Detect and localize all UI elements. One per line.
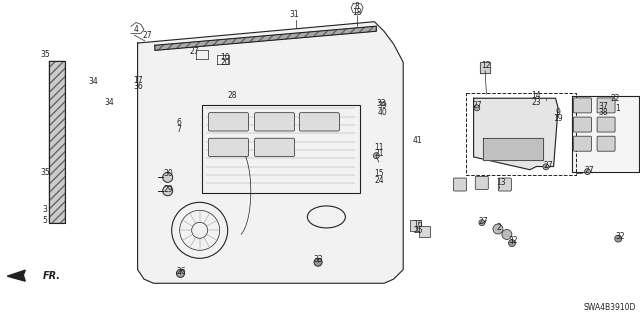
Polygon shape: [49, 61, 65, 223]
Text: 1: 1: [615, 104, 620, 113]
Text: 8: 8: [355, 2, 360, 11]
FancyBboxPatch shape: [597, 98, 615, 113]
Text: 9: 9: [556, 108, 561, 117]
Text: 41: 41: [412, 137, 422, 145]
FancyBboxPatch shape: [573, 98, 591, 113]
Text: 6: 6: [177, 118, 182, 127]
FancyBboxPatch shape: [454, 178, 467, 191]
Text: 38: 38: [598, 108, 608, 117]
FancyBboxPatch shape: [209, 138, 248, 157]
Text: 27: 27: [478, 217, 488, 226]
Text: 35: 35: [40, 50, 50, 59]
FancyBboxPatch shape: [573, 136, 591, 151]
Circle shape: [502, 229, 512, 240]
Text: 15: 15: [374, 169, 384, 178]
Text: 36: 36: [133, 82, 143, 91]
Polygon shape: [7, 270, 26, 281]
Circle shape: [615, 235, 621, 242]
Text: 14: 14: [531, 91, 541, 100]
Text: 11: 11: [374, 143, 383, 152]
Text: 18: 18: [353, 8, 362, 17]
Text: 33: 33: [313, 256, 323, 264]
Text: 27: 27: [584, 166, 595, 175]
Circle shape: [474, 105, 480, 111]
Text: 34: 34: [104, 98, 115, 107]
Text: 27: 27: [189, 47, 199, 56]
Text: 25: 25: [413, 226, 423, 235]
Circle shape: [509, 240, 515, 247]
Bar: [202, 105, 360, 193]
Polygon shape: [138, 22, 403, 283]
Text: 5: 5: [42, 216, 47, 225]
Circle shape: [493, 224, 503, 234]
Text: 34: 34: [88, 77, 99, 86]
Text: 32: 32: [508, 236, 518, 245]
Circle shape: [373, 153, 380, 159]
Text: 2: 2: [497, 223, 502, 232]
Circle shape: [163, 172, 173, 182]
Polygon shape: [480, 62, 490, 72]
Text: 4: 4: [133, 25, 138, 34]
FancyBboxPatch shape: [573, 117, 591, 132]
Text: 29: 29: [163, 185, 173, 194]
FancyBboxPatch shape: [300, 113, 339, 131]
FancyBboxPatch shape: [499, 178, 511, 191]
Text: 3: 3: [42, 205, 47, 214]
Text: 7: 7: [177, 125, 182, 134]
Text: 28: 28: [228, 91, 237, 100]
Text: 40: 40: [377, 108, 387, 117]
Text: 26: 26: [176, 267, 186, 276]
FancyBboxPatch shape: [209, 113, 248, 131]
Text: SWA4B3910D: SWA4B3910D: [584, 303, 636, 312]
Text: 13: 13: [496, 178, 506, 187]
Circle shape: [177, 269, 184, 278]
Text: 21: 21: [374, 149, 383, 158]
FancyBboxPatch shape: [255, 138, 294, 157]
Circle shape: [479, 220, 485, 226]
Polygon shape: [474, 98, 558, 170]
Text: FR.: FR.: [44, 271, 61, 281]
Text: 12: 12: [482, 61, 491, 70]
Text: 31: 31: [289, 10, 300, 19]
Text: 33: 33: [376, 99, 386, 108]
Text: 37: 37: [598, 102, 608, 111]
FancyBboxPatch shape: [597, 136, 615, 151]
Text: 27: 27: [142, 31, 152, 40]
Text: 17: 17: [133, 76, 143, 85]
Circle shape: [163, 186, 173, 196]
Text: 24: 24: [374, 176, 384, 185]
Circle shape: [543, 164, 549, 170]
Text: 27: 27: [543, 161, 554, 170]
Polygon shape: [572, 96, 639, 172]
Text: 23: 23: [531, 98, 541, 107]
FancyBboxPatch shape: [255, 113, 294, 131]
Text: 19: 19: [553, 114, 563, 122]
Text: 22: 22: [611, 94, 620, 103]
Text: 16: 16: [413, 220, 423, 229]
Text: 27: 27: [472, 101, 483, 110]
Text: 30: 30: [163, 169, 173, 178]
Polygon shape: [155, 26, 376, 50]
Polygon shape: [483, 138, 543, 160]
Text: 35: 35: [40, 168, 50, 177]
FancyBboxPatch shape: [597, 117, 615, 132]
Bar: [419, 226, 429, 237]
Circle shape: [584, 169, 591, 174]
Text: 32: 32: [615, 232, 625, 241]
Text: 20: 20: [220, 58, 230, 67]
Text: 39: 39: [377, 101, 387, 110]
Bar: [410, 220, 420, 231]
Circle shape: [314, 258, 322, 266]
Text: 10: 10: [220, 53, 230, 62]
FancyBboxPatch shape: [476, 176, 488, 189]
